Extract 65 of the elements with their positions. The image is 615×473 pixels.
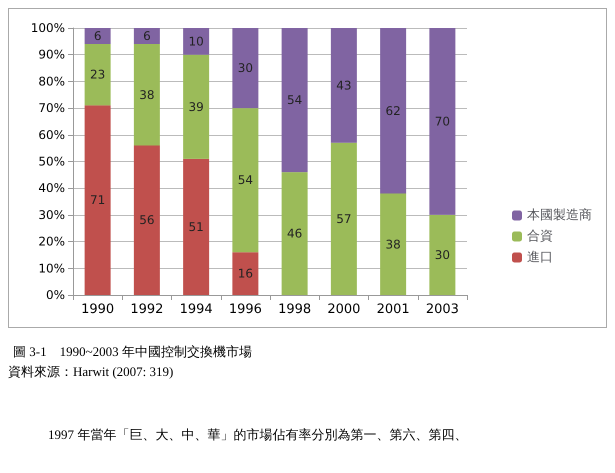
source-note: 資料來源：Harwit (2007: 319) bbox=[8, 364, 174, 379]
bar bbox=[134, 28, 160, 44]
bar bbox=[84, 28, 111, 44]
y-tick-label: 40% bbox=[38, 181, 65, 196]
data-label: 43 bbox=[336, 78, 352, 92]
bar bbox=[84, 44, 111, 106]
x-tick-label: 1994 bbox=[180, 302, 213, 317]
data-label: 6 bbox=[143, 29, 151, 44]
data-label: 54 bbox=[238, 173, 254, 188]
x-tick-label: 2001 bbox=[376, 302, 410, 317]
bar bbox=[232, 252, 258, 295]
bar bbox=[330, 142, 357, 295]
bar bbox=[232, 108, 258, 252]
data-label: 6 bbox=[94, 29, 102, 44]
bar bbox=[134, 145, 160, 295]
bar bbox=[330, 28, 357, 143]
x-tick-label: 2003 bbox=[426, 302, 459, 317]
legend-label: 合資 bbox=[527, 229, 553, 244]
bar bbox=[183, 54, 210, 159]
y-tick-label: 80% bbox=[38, 74, 65, 88]
data-label: 38 bbox=[139, 88, 155, 102]
y-tick-label: 90% bbox=[38, 48, 65, 62]
data-label: 30 bbox=[434, 248, 450, 262]
text: 1997 年當年「巨、大、中、華」的市場佔有率分別為第一、第六、第四、 bbox=[48, 427, 468, 442]
x-tick-label: 1990 bbox=[81, 302, 114, 317]
legend-label: 本國製造商 bbox=[527, 208, 592, 223]
legend-label: 進口 bbox=[527, 250, 553, 265]
data-label: 56 bbox=[139, 213, 155, 228]
data-label: 23 bbox=[90, 68, 106, 82]
bar bbox=[429, 28, 456, 215]
data-label: 57 bbox=[336, 212, 352, 226]
y-tick-label: 30% bbox=[38, 208, 65, 222]
y-tick-label: 70% bbox=[38, 101, 65, 116]
bar bbox=[232, 28, 258, 108]
y-tick-label: 50% bbox=[38, 154, 65, 168]
bar bbox=[84, 105, 111, 295]
bar bbox=[380, 28, 406, 194]
data-label: 30 bbox=[238, 61, 254, 76]
bar bbox=[282, 172, 308, 295]
x-tick-label: 1996 bbox=[228, 302, 262, 317]
bar bbox=[429, 214, 456, 295]
data-label: 71 bbox=[90, 193, 106, 208]
bar bbox=[134, 44, 160, 146]
y-tick-label: 20% bbox=[38, 234, 65, 249]
data-label: 38 bbox=[385, 237, 401, 252]
x-tick-label: 1992 bbox=[130, 302, 164, 317]
text: 圖 3-1 1990~2003 年中國控制交換機市場 bbox=[13, 344, 252, 359]
data-label: 46 bbox=[286, 226, 302, 241]
bar bbox=[380, 194, 406, 295]
data-label: 16 bbox=[238, 266, 254, 281]
y-tick-label: 60% bbox=[38, 128, 65, 142]
bar bbox=[183, 158, 210, 295]
data-label: 62 bbox=[385, 104, 401, 118]
y-tick-label: 0% bbox=[46, 288, 65, 302]
x-tick-label: 1998 bbox=[278, 302, 312, 317]
data-label: 54 bbox=[286, 93, 302, 108]
data-label: 51 bbox=[188, 220, 204, 234]
y-tick-label: 100% bbox=[30, 21, 65, 35]
data-label: 39 bbox=[188, 100, 204, 114]
bar bbox=[183, 28, 210, 55]
bar bbox=[282, 28, 308, 172]
x-tick-label: 2000 bbox=[327, 302, 360, 317]
data-label: 10 bbox=[188, 34, 204, 48]
y-tick-label: 10% bbox=[38, 261, 65, 276]
data-label: 70 bbox=[434, 114, 450, 128]
